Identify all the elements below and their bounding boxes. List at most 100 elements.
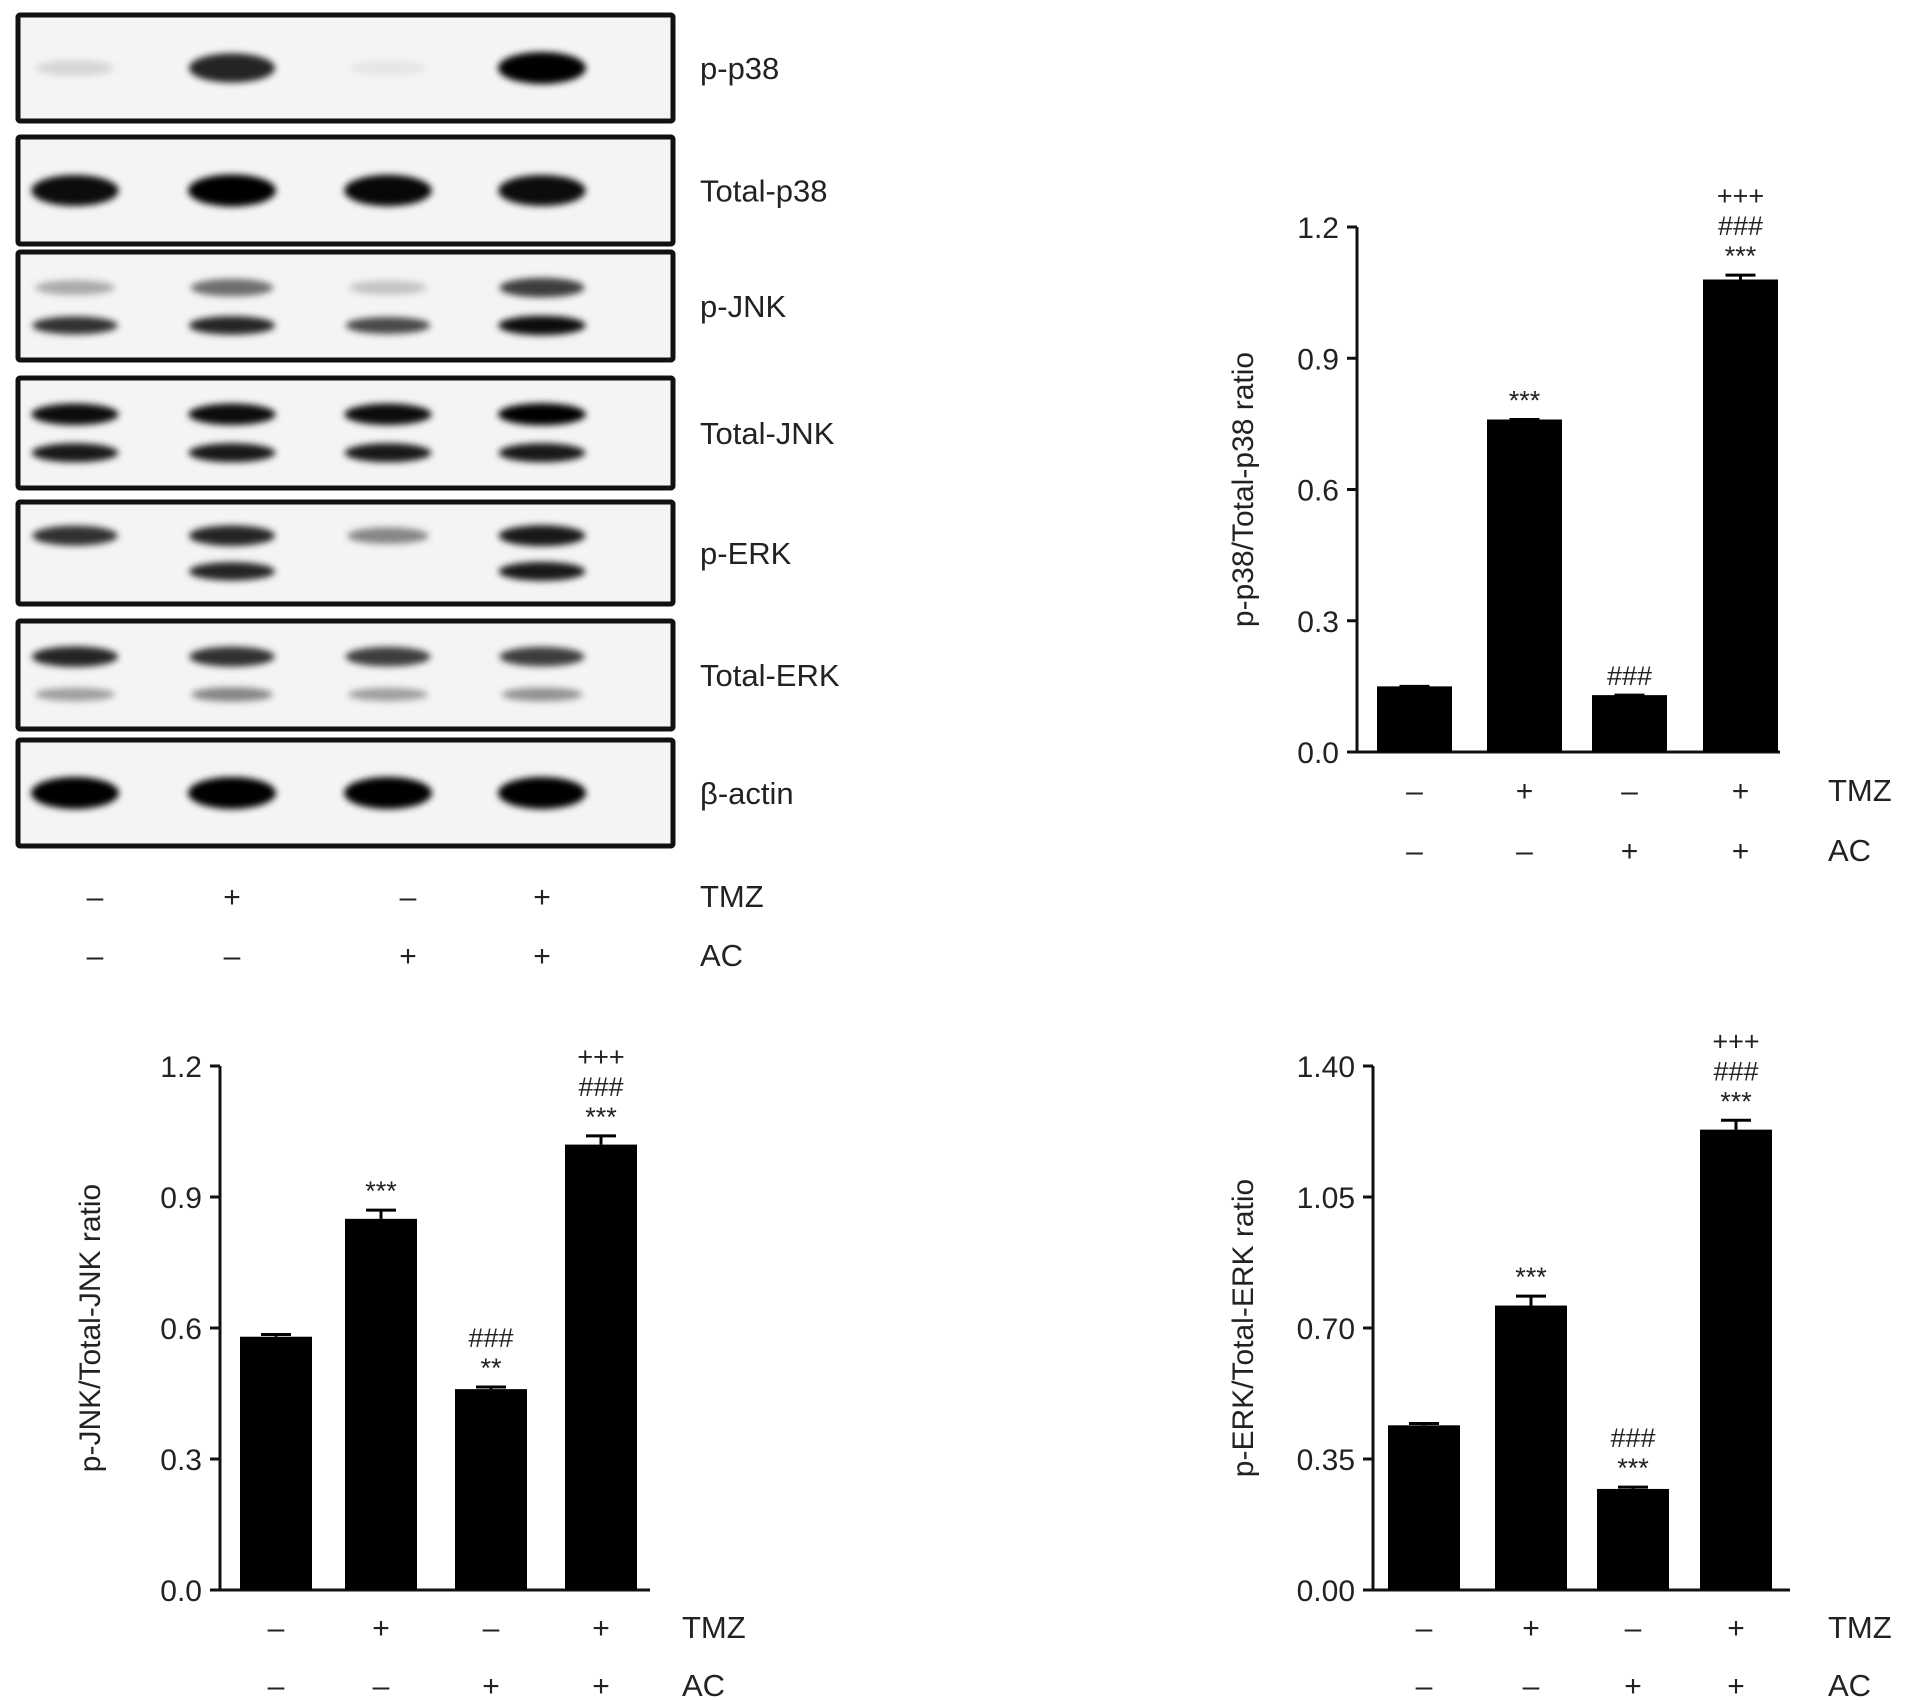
significance-marker: +++ <box>1712 1026 1759 1056</box>
blot-band <box>345 316 431 334</box>
blot-band <box>344 777 432 809</box>
y-tick-label: 0.3 <box>1297 606 1339 639</box>
blot-strip-total-jnk: Total-JNK <box>15 375 835 491</box>
blot-frame <box>15 499 676 607</box>
y-tick-label: 0.0 <box>1297 737 1339 770</box>
blot-label: p-p38 <box>700 51 779 86</box>
blot-band <box>348 280 428 295</box>
blot-strip-total-erk: Total-ERK <box>15 618 840 732</box>
blot-band <box>498 52 586 84</box>
blot-band <box>188 562 276 581</box>
blot-label: p-JNK <box>700 289 786 324</box>
blot-band <box>344 174 432 207</box>
significance-marker: +++ <box>1717 181 1764 211</box>
treatment-sign: – <box>268 1612 285 1645</box>
blot-band <box>31 646 119 667</box>
y-tick-label: 0.35 <box>1297 1444 1355 1477</box>
treatment-sign: – <box>1406 775 1423 808</box>
blot-band <box>188 525 276 546</box>
blot-band <box>188 174 276 207</box>
treatment-label-ac: AC <box>1828 833 1871 868</box>
blot-band <box>32 316 118 335</box>
treatment-sign: + <box>372 1612 390 1645</box>
blot-label: Total-p38 <box>700 174 828 209</box>
bar <box>1388 1425 1460 1590</box>
significance-marker: *** <box>585 1102 617 1132</box>
blot-label: β-actin <box>700 776 794 811</box>
blot-band <box>191 687 273 702</box>
treatment-sign: – <box>1416 1612 1433 1645</box>
bar <box>1495 1305 1567 1590</box>
blot-band <box>347 527 429 544</box>
y-tick-label: 0.9 <box>1297 343 1339 376</box>
western-blot-panel: p-p38 Total-p38 p-JNK Total-JNK p-ERK Total-E… <box>15 12 840 973</box>
treatment-sign: – <box>1625 1612 1642 1645</box>
treatment-sign: – <box>87 881 104 914</box>
blot-strip-p-erk: p-ERK <box>15 499 792 607</box>
blot-strip-actin: β-actin <box>15 737 794 849</box>
significance-marker: ### <box>578 1072 623 1102</box>
y-tick-label: 0.6 <box>1297 475 1339 508</box>
significance-marker: *** <box>1617 1453 1649 1483</box>
blot-band <box>32 525 118 546</box>
treatment-sign: + <box>1727 1670 1745 1700</box>
y-tick-label: 1.2 <box>160 1051 202 1084</box>
blot-band <box>31 443 119 463</box>
treatment-label-ac: AC <box>682 1668 725 1700</box>
treatment-sign: + <box>533 881 551 914</box>
treatment-sign: + <box>1624 1670 1642 1700</box>
blot-strip-p-jnk: p-JNK <box>15 249 786 363</box>
bar <box>1703 279 1778 752</box>
blot-band <box>498 315 586 336</box>
y-tick-label: 0.00 <box>1297 1575 1355 1608</box>
blot-band <box>498 525 586 547</box>
blot-band <box>498 403 586 426</box>
blot-band <box>188 316 276 335</box>
bar <box>455 1389 527 1590</box>
significance-marker: ### <box>1607 661 1652 691</box>
blot-strip-p-p38: p-p38 <box>15 12 779 124</box>
treatment-sign: + <box>1732 835 1750 868</box>
treatment-sign: – <box>268 1670 285 1700</box>
treatment-sign: – <box>1406 835 1423 868</box>
blot-frame <box>15 12 676 124</box>
treatment-label-tmz: TMZ <box>1828 773 1892 808</box>
bar <box>1377 686 1452 752</box>
blot-band <box>31 403 119 426</box>
y-tick-label: 1.40 <box>1297 1051 1355 1084</box>
blot-band <box>34 687 116 702</box>
significance-marker: ### <box>1718 211 1763 241</box>
blot-frame <box>15 249 676 363</box>
blot-band <box>188 443 276 463</box>
treatment-sign: + <box>223 881 241 914</box>
blot-band <box>190 278 274 297</box>
blot-band <box>498 443 586 463</box>
significance-marker: ### <box>1610 1423 1655 1453</box>
significance-marker: ### <box>468 1323 513 1353</box>
y-axis-label: p-p38/Total-p38 ratio <box>1227 352 1260 627</box>
blot-band <box>31 174 119 207</box>
bar <box>1597 1488 1669 1590</box>
y-tick-label: 0.0 <box>160 1575 202 1608</box>
significance-marker: +++ <box>577 1042 624 1072</box>
blot-band <box>31 777 119 809</box>
treatment-sign: – <box>87 940 104 973</box>
treatment-sign: – <box>1523 1670 1540 1700</box>
erk-ratio-chart: 0.00 0.35 0.70 1.05 1.40 p-ERK/Total-ERK rati… <box>1227 1026 1892 1700</box>
y-axis-label: p-JNK/Total-JNK ratio <box>74 1184 107 1472</box>
y-tick-label: 1.2 <box>1297 212 1339 245</box>
treatment-label-tmz: TMZ <box>700 879 764 914</box>
significance-marker: *** <box>365 1176 397 1206</box>
blot-band <box>345 646 431 667</box>
treatment-sign: + <box>399 940 417 973</box>
y-tick-label: 1.05 <box>1297 1182 1355 1215</box>
treatment-sign: + <box>1732 775 1750 808</box>
blot-band <box>36 59 114 77</box>
bar <box>1700 1129 1772 1590</box>
significance-marker: *** <box>1725 241 1757 271</box>
treatment-sign: + <box>1621 835 1639 868</box>
blot-band <box>188 53 276 83</box>
jnk-ratio-chart: 0.00.30.60.91.2p-JNK/Total-JNK ratio ****… <box>74 1042 746 1700</box>
blot-band <box>498 561 586 581</box>
